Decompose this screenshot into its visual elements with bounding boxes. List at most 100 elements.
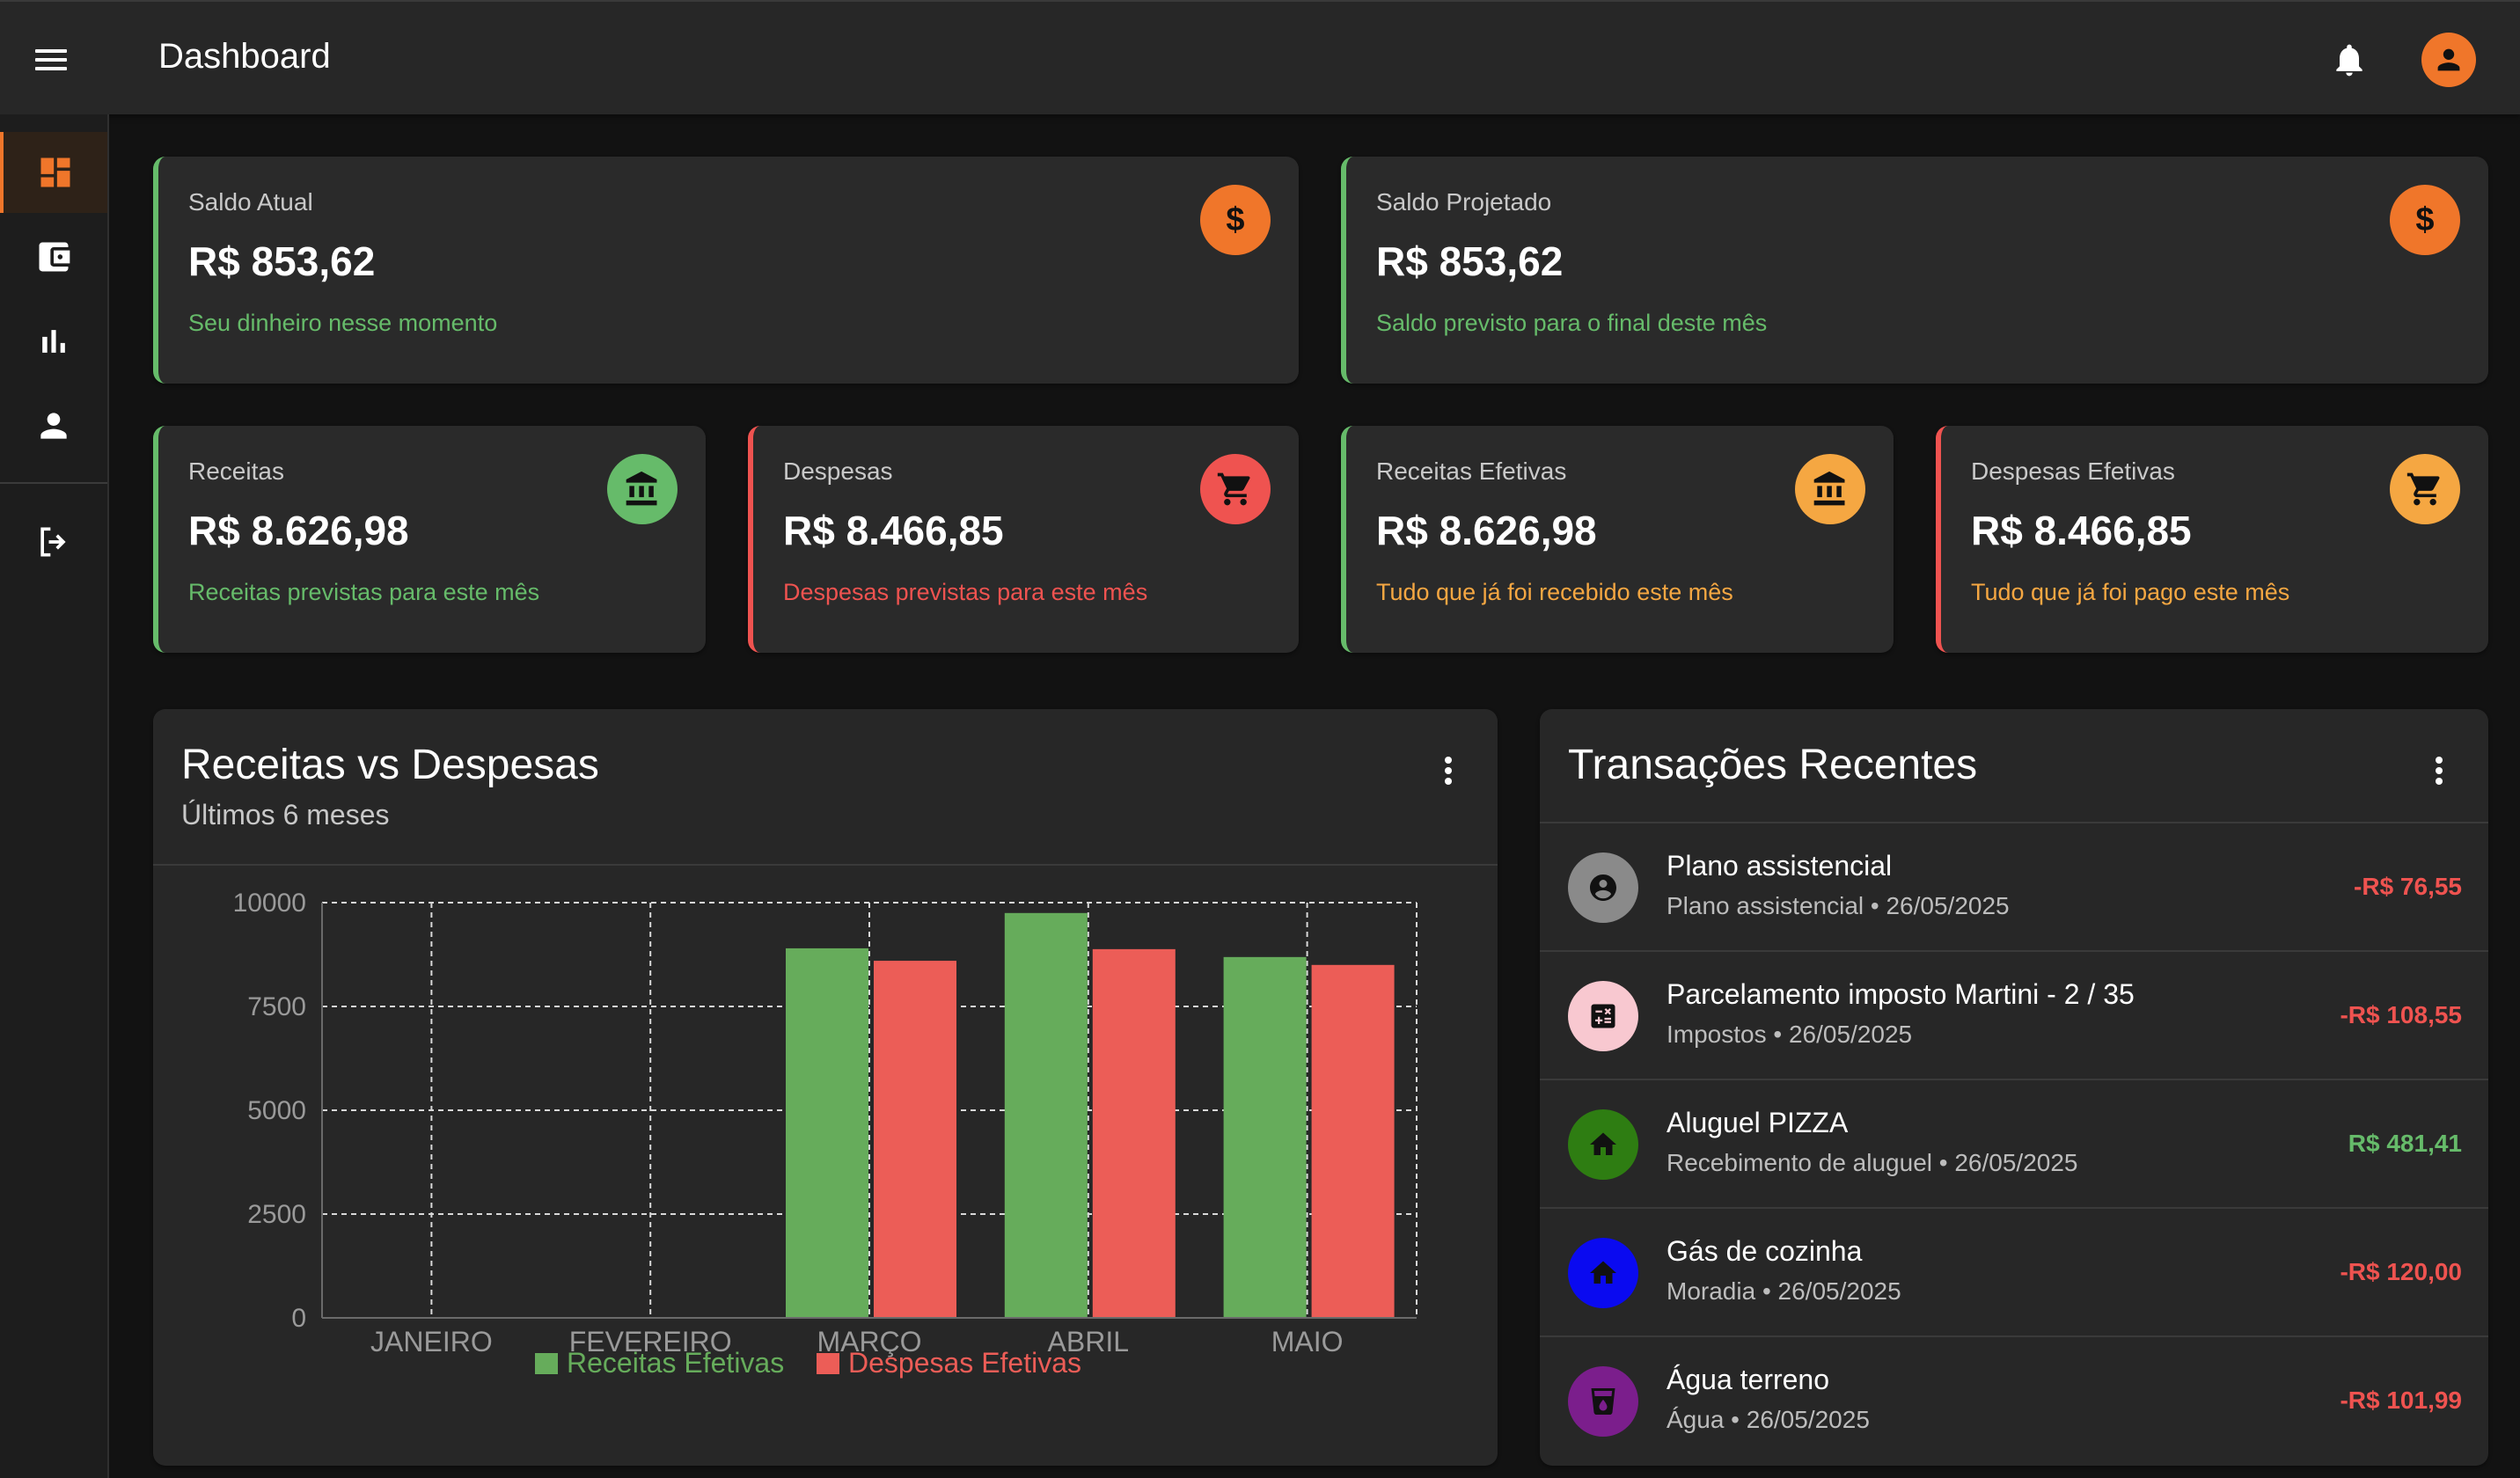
x-tick-label: ABRIL [1048,1326,1129,1357]
sidebar-item-reports[interactable] [0,301,107,382]
dollar-icon: $ [1200,185,1271,255]
transaction-row[interactable]: Aluguel PIZZA Recebimento de aluguel • 26… [1540,1080,2488,1209]
chart-panel-subtitle: Últimos 6 meses [181,799,390,830]
card-saldo-projetado: Saldo Projetado R$ 853,62 Saldo previsto… [1341,157,2488,384]
transactions-more-icon[interactable] [2430,753,2448,788]
legend-label: Receitas Efetivas [567,1347,784,1379]
transaction-amount: R$ 481,41 [2348,1130,2462,1157]
app-bar: Dashboard [0,0,2520,114]
page-title: Dashboard [158,37,331,76]
y-tick-label: 0 [291,1304,306,1333]
transaction-amount: -R$ 120,00 [2340,1258,2462,1285]
bar-receitas [1004,912,1088,1318]
card-value: R$ 8.626,98 [188,508,409,553]
card-despesas-efetivas: Despesas Efetivas R$ 8.466,85 Tudo que j… [1936,426,2488,653]
card-receitas: Receitas R$ 8.626,98 Receitas previstas … [153,426,706,653]
y-tick-label: 5000 [247,1096,306,1125]
card-saldo-atual: Saldo Atual R$ 853,62 Seu dinheiro nesse… [153,157,1299,384]
card-subtitle: Tudo que já foi recebido este mês [1376,579,1733,605]
transaction-amount: -R$ 108,55 [2340,1001,2462,1028]
transaction-name: Gás de cozinha [1667,1235,1863,1267]
cart-icon [1200,454,1271,524]
sidebar-item-logout[interactable] [0,501,107,582]
bar-despesas [1092,948,1176,1318]
card-subtitle: Receitas previstas para este mês [188,579,540,605]
sidebar-divider [0,482,107,484]
y-tick-label: 10000 [233,889,306,918]
dollar-icon: $ [2390,185,2460,255]
notifications-icon[interactable] [2330,40,2369,79]
transaction-meta: Recebimento de aluguel • 26/05/2025 [1667,1149,2078,1176]
transactions-panel: Transações Recentes Plano assistencial Pl… [1540,709,2488,1466]
bar-receitas [786,948,868,1318]
transactions-title: Transações Recentes [1568,742,1978,788]
card-value: R$ 8.626,98 [1376,508,1597,553]
bar-despesas [1311,964,1395,1318]
card-value: R$ 8.466,85 [783,508,1004,553]
card-label: Despesas Efetivas [1971,457,2175,485]
card-subtitle: Tudo que já foi pago este mês [1971,579,2290,605]
wallet-icon [39,242,70,272]
logout-icon [40,527,66,557]
transaction-name: Aluguel PIZZA [1667,1107,1849,1138]
menu-icon[interactable] [32,42,74,77]
bar-receitas [1223,956,1307,1318]
card-receitas-efetivas: Receitas Efetivas R$ 8.626,98 Tudo que j… [1341,426,1894,653]
water-glass-icon [1568,1366,1638,1437]
dashboard-icon [40,157,70,187]
bar-despesas [874,961,956,1318]
card-value: R$ 8.466,85 [1971,508,2192,553]
card-label: Receitas [188,457,284,485]
home-icon [1568,1109,1638,1180]
x-tick-label: MARÇO [817,1326,921,1357]
bar-chart-icon [42,330,65,353]
bar-chart: 0 2500 5000 7500 10000 JANEIRO FEVEREIRO MARÇO A… [233,889,1418,1379]
person-icon [40,413,67,439]
transaction-meta: Impostos • 26/05/2025 [1667,1021,1913,1048]
card-value: R$ 853,62 [188,238,376,284]
card-subtitle: Seu dinheiro nesse momento [188,310,498,336]
cart-icon [2390,454,2460,524]
bank-icon [607,454,678,524]
card-label: Saldo Projetado [1376,188,1552,216]
card-label: Receitas Efetivas [1376,457,1567,485]
legend-swatch [817,1353,839,1374]
card-label: Saldo Atual [188,188,313,216]
transaction-row[interactable]: Plano assistencial Plano assistencial • 2… [1540,823,2488,952]
transaction-amount: -R$ 76,55 [2354,873,2462,900]
chart-panel-title: Receitas vs Despesas [181,742,599,788]
transaction-row[interactable]: Água terreno Água • 26/05/2025 -R$ 101,99 [1540,1337,2488,1466]
transaction-amount: -R$ 101,99 [2340,1387,2462,1414]
home-icon [1568,1238,1638,1308]
transaction-name: Parcelamento imposto Martini - 2 / 35 [1667,978,2135,1010]
transaction-row[interactable]: Parcelamento imposto Martini - 2 / 35 Imp… [1540,952,2488,1080]
sidebar-item-wallet[interactable] [0,216,107,297]
panel-divider [1540,822,2488,823]
x-tick-label: JANEIRO [370,1326,493,1357]
transaction-meta: Plano assistencial • 26/05/2025 [1667,892,2010,919]
card-label: Despesas [783,457,893,485]
transaction-name: Plano assistencial [1667,850,1893,882]
transaction-meta: Moradia • 26/05/2025 [1667,1277,1901,1305]
x-tick-label: MAIO [1271,1326,1344,1357]
sidebar-item-dashboard[interactable] [0,132,107,213]
legend-label: Despesas Efetivas [848,1347,1081,1379]
chart-more-icon[interactable] [1439,753,1457,788]
transaction-name: Água terreno [1667,1364,1830,1395]
chart-panel: Receitas vs Despesas Últimos 6 meses 0 25… [153,709,1498,1466]
panel-divider [153,864,1498,866]
person-circle-icon [1568,852,1638,923]
card-despesas: Despesas R$ 8.466,85 Despesas previstas … [748,426,1299,653]
sidebar-item-profile[interactable] [0,385,107,466]
person-icon [2437,48,2460,71]
card-subtitle: Despesas previstas para este mês [783,579,1148,605]
x-tick-label: FEVEREIRO [569,1326,732,1357]
y-tick-label: 2500 [247,1200,306,1229]
card-subtitle: Saldo previsto para o final deste mês [1376,310,1768,336]
y-tick-label: 7500 [247,992,306,1021]
calculator-icon [1568,981,1638,1051]
account-avatar[interactable] [2421,33,2476,87]
transaction-row[interactable]: Gás de cozinha Moradia • 26/05/2025 -R$ 12… [1540,1209,2488,1337]
sidebar [0,114,109,1478]
legend-swatch [535,1353,558,1374]
